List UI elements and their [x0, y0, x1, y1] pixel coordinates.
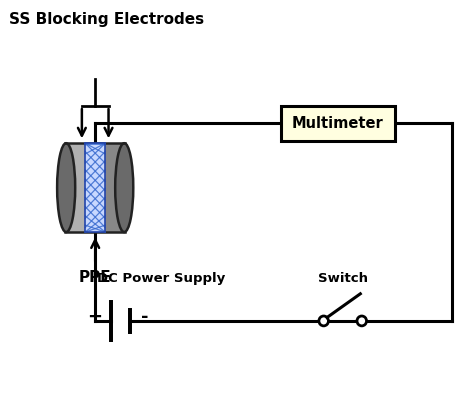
Bar: [85, 143, 105, 232]
Text: +: +: [87, 308, 102, 326]
FancyBboxPatch shape: [281, 106, 395, 141]
Text: PPE: PPE: [79, 270, 111, 285]
Circle shape: [319, 316, 328, 326]
Bar: [65, 143, 125, 232]
Text: DC Power Supply: DC Power Supply: [97, 273, 225, 286]
Text: Multimeter: Multimeter: [292, 116, 384, 131]
Bar: [68, 143, 91, 232]
Ellipse shape: [57, 143, 75, 232]
Bar: [85, 143, 105, 232]
Text: -: -: [141, 308, 149, 326]
Ellipse shape: [115, 143, 133, 232]
Circle shape: [357, 316, 367, 326]
Text: Switch: Switch: [317, 273, 368, 286]
Text: SS Blocking Electrodes: SS Blocking Electrodes: [9, 12, 204, 27]
